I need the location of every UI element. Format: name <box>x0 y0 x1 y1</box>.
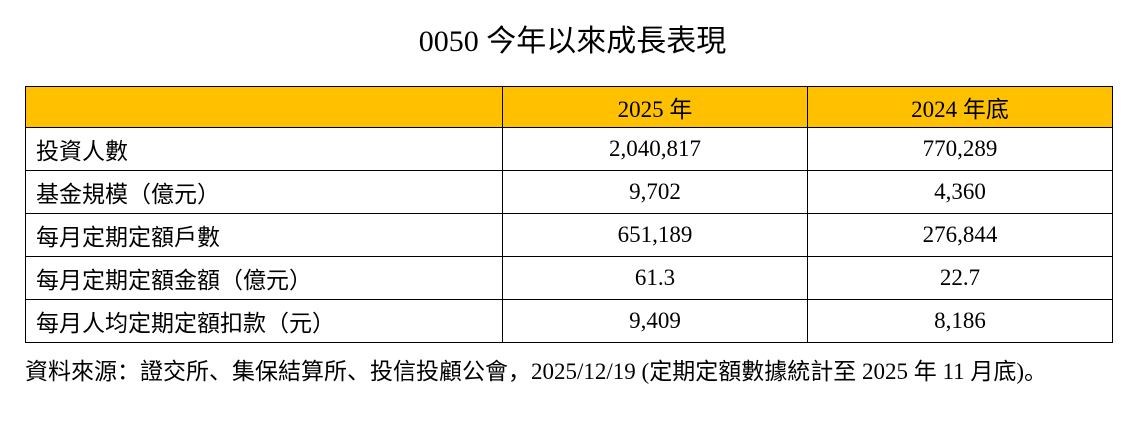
table-row: 投資人數 2,040,817 770,289 <box>25 127 1113 171</box>
row-label: 每月人均定期定額扣款（元） <box>25 299 503 343</box>
table: 2025 年 2024 年底 投資人數 2,040,817 770,289 基金規模（… <box>25 86 1113 343</box>
footnote: 資料來源：證交所、集保結算所、投信投顧公會，2025/12/19 (定期定額數據… <box>25 359 1047 384</box>
table-body: 投資人數 2,040,817 770,289 基金規模（億元） 9,702 4,360 每月… <box>25 127 1113 343</box>
cell-value: 9,702 <box>502 170 808 214</box>
cell-value: 22.7 <box>807 256 1113 300</box>
header-cell: 2025 年 <box>502 86 808 128</box>
table-row: 每月定期定額戶數 651,189 276,844 <box>25 213 1113 257</box>
header-cell: 2024 年底 <box>807 86 1113 128</box>
row-label: 投資人數 <box>25 127 503 171</box>
cell-value: 770,289 <box>807 127 1113 171</box>
cell-value: 61.3 <box>502 256 808 300</box>
title: 0050 今年以來成長表現 <box>418 25 727 58</box>
cell-value: 8,186 <box>807 299 1113 343</box>
cell-value: 276,844 <box>807 213 1113 257</box>
table-row: 每月定期定額金額（億元） 61.3 22.7 <box>25 256 1113 300</box>
table-row: 基金規模（億元） 9,702 4,360 <box>25 170 1113 214</box>
header-cell <box>25 86 503 128</box>
cell-value: 2,040,817 <box>502 127 808 171</box>
row-label: 每月定期定額戶數 <box>25 213 503 257</box>
row-label: 基金規模（億元） <box>25 170 503 214</box>
cell-value: 651,189 <box>502 213 808 257</box>
cell-value: 4,360 <box>807 170 1113 214</box>
table-row: 每月人均定期定額扣款（元） 9,409 8,186 <box>25 299 1113 343</box>
header-row: 2025 年 2024 年底 <box>25 86 1113 128</box>
row-label: 每月定期定額金額（億元） <box>25 256 503 300</box>
cell-value: 9,409 <box>502 299 808 343</box>
